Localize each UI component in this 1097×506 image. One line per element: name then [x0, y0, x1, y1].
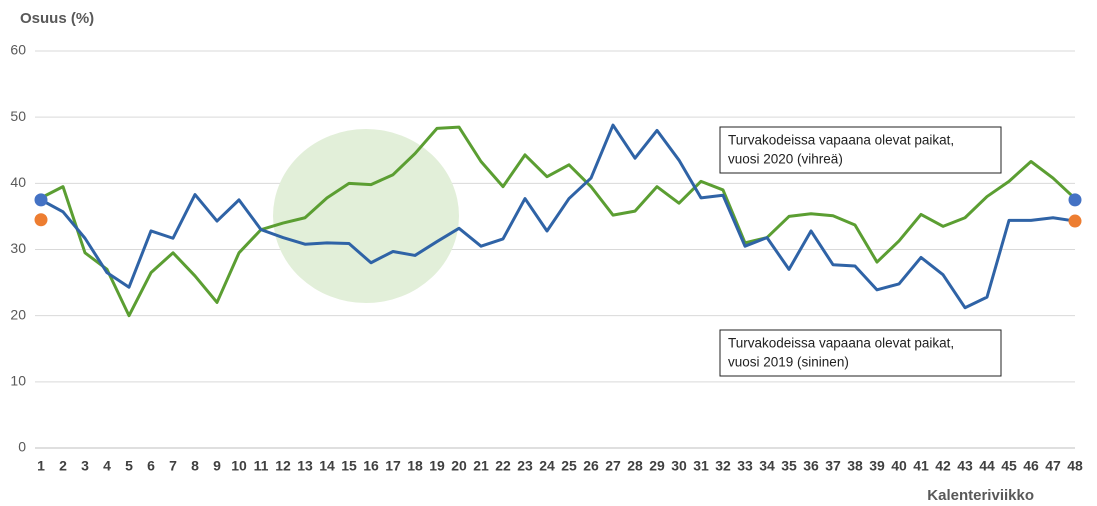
y-tick-label: 40	[10, 174, 26, 190]
y-tick-label: 0	[18, 439, 26, 455]
x-tick-label: 16	[363, 458, 379, 474]
x-tick-label: 40	[891, 458, 907, 474]
end-marker	[1068, 214, 1082, 228]
annotation-text: vuosi 2019 (sininen)	[728, 355, 849, 370]
x-tick-label: 3	[81, 458, 89, 474]
end-marker	[34, 213, 48, 227]
x-tick-label: 30	[671, 458, 687, 474]
x-tick-label: 28	[627, 458, 643, 474]
x-tick-label: 48	[1067, 458, 1083, 474]
x-tick-label: 34	[759, 458, 775, 474]
x-tick-label: 23	[517, 458, 533, 474]
highlight-ellipse	[273, 129, 459, 303]
x-tick-label: 9	[213, 458, 221, 474]
x-tick-label: 27	[605, 458, 621, 474]
y-tick-label: 30	[10, 240, 26, 256]
y-tick-label: 10	[10, 373, 26, 389]
x-tick-label: 44	[979, 458, 995, 474]
x-tick-label: 42	[935, 458, 951, 474]
annotation-box	[719, 329, 1002, 377]
x-tick-label: 22	[495, 458, 511, 474]
x-tick-label: 15	[341, 458, 357, 474]
x-tick-label: 36	[803, 458, 819, 474]
x-tick-label: 29	[649, 458, 665, 474]
series-line	[40, 125, 1077, 318]
x-tick-label: 4	[103, 458, 111, 474]
y-tick-label: 50	[10, 108, 26, 124]
x-tick-label: 33	[737, 458, 753, 474]
y-axis-label: Osuus (%)	[20, 10, 94, 27]
end-marker	[1068, 193, 1082, 207]
x-tick-label: 24	[539, 458, 555, 474]
y-tick-label: 20	[10, 306, 26, 322]
x-tick-label: 35	[781, 458, 797, 474]
annotation-text: vuosi 2020 (vihreä)	[728, 152, 843, 167]
series-line	[40, 123, 1076, 310]
x-tick-label: 21	[473, 458, 489, 474]
x-tick-label: 12	[275, 458, 291, 474]
x-tick-label: 41	[913, 458, 929, 474]
x-tick-label: 32	[715, 458, 731, 474]
x-tick-label: 10	[231, 458, 247, 474]
x-tick-label: 6	[147, 458, 155, 474]
x-tick-label: 39	[869, 458, 885, 474]
end-marker	[34, 193, 48, 207]
x-tick-label: 20	[451, 458, 467, 474]
x-tick-label: 47	[1045, 458, 1061, 474]
x-tick-label: 43	[957, 458, 973, 474]
x-tick-label: 46	[1023, 458, 1039, 474]
x-tick-label: 37	[825, 458, 841, 474]
x-tick-label: 19	[429, 458, 445, 474]
x-tick-label: 38	[847, 458, 863, 474]
x-axis-label: Kalenteriviikko	[927, 487, 1034, 504]
x-tick-label: 5	[125, 458, 133, 474]
annotation-text: Turvakodeissa vapaana olevat paikat,	[728, 133, 954, 148]
x-tick-label: 26	[583, 458, 599, 474]
x-tick-label: 8	[191, 458, 199, 474]
y-tick-label: 60	[10, 42, 26, 58]
x-tick-label: 7	[169, 458, 177, 474]
x-tick-label: 14	[319, 458, 335, 474]
x-tick-label: 25	[561, 458, 577, 474]
x-tick-label: 31	[693, 458, 709, 474]
x-tick-label: 2	[59, 458, 67, 474]
annotation-box	[719, 126, 1002, 174]
x-tick-label: 17	[385, 458, 401, 474]
x-tick-label: 11	[254, 458, 269, 474]
x-tick-label: 18	[407, 458, 423, 474]
annotation-text: Turvakodeissa vapaana olevat paikat,	[728, 336, 954, 351]
x-tick-label: 45	[1001, 458, 1017, 474]
x-tick-label: 1	[37, 458, 45, 474]
x-tick-label: 13	[297, 458, 313, 474]
